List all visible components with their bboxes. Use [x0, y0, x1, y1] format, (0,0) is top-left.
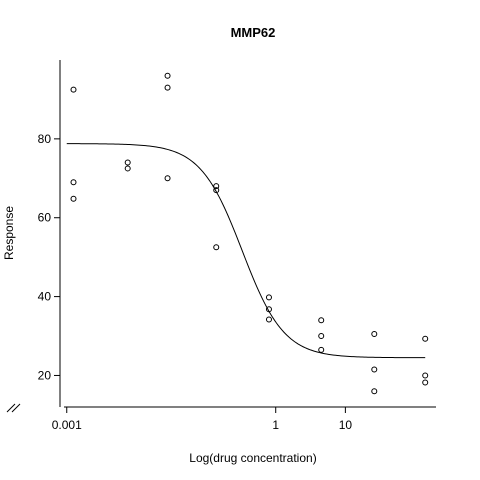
x-tick-label: 0.001: [52, 418, 82, 432]
data-point: [318, 317, 325, 324]
data-point: [213, 183, 220, 190]
data-point: [213, 244, 220, 251]
data-point: [265, 306, 272, 313]
data-point: [371, 331, 378, 338]
x-axis-label: Log(drug concentration): [189, 451, 316, 465]
data-point: [164, 72, 171, 79]
data-point: [124, 165, 131, 172]
data-point: [371, 366, 378, 373]
y-tick-label: 80: [38, 132, 52, 146]
y-tick-label: 40: [38, 290, 52, 304]
axis-break-mark: [6, 403, 21, 413]
data-point: [422, 379, 429, 386]
fitted-curve: [66, 143, 426, 359]
y-axis-label: Response: [2, 206, 16, 260]
data-point: [213, 187, 220, 194]
x-tick-label: 1: [272, 418, 279, 432]
y-tick-label: 20: [38, 368, 52, 382]
chart-title: MMP62: [231, 25, 276, 40]
data-point: [318, 346, 325, 353]
data-point: [70, 86, 77, 93]
data-point: [371, 388, 378, 395]
y-axis-ticks: 20 40 60 80: [38, 132, 60, 382]
data-point: [422, 372, 429, 379]
data-point: [70, 179, 77, 186]
data-point: [164, 175, 171, 182]
data-point: [124, 159, 131, 166]
data-point: [265, 294, 272, 301]
data-point: [318, 333, 325, 340]
data-point: [70, 195, 77, 202]
y-tick-label: 60: [38, 211, 52, 225]
x-tick-label: 10: [339, 418, 353, 432]
data-point: [164, 84, 171, 91]
data-point: [265, 316, 272, 323]
data-point: [422, 335, 429, 342]
data-points: [70, 72, 429, 395]
x-axis-ticks: 0.001 1 10: [52, 407, 353, 432]
